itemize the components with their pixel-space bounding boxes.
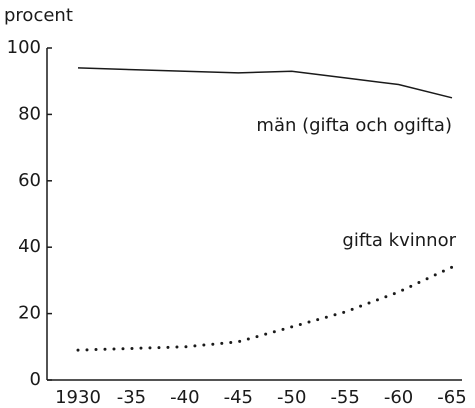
x-tick-label: -65	[437, 387, 466, 408]
y-tick-label: 60	[18, 170, 41, 191]
series-line	[76, 265, 454, 352]
series-label: gifta kvinnor	[342, 230, 456, 251]
x-tick-label: -35	[117, 387, 146, 408]
series-line	[77, 67, 453, 99]
y-tick-label: 20	[18, 303, 41, 324]
x-tick-label: -55	[330, 387, 359, 408]
series-label: män (gifta och ogifta)	[256, 115, 452, 136]
y-tick-label: 40	[18, 236, 41, 257]
y-tick-label: 100	[7, 37, 41, 58]
x-tick-label: -60	[384, 387, 413, 408]
x-tick-label: -50	[277, 387, 306, 408]
x-tick-label: -40	[170, 387, 199, 408]
y-axis-label: procent	[4, 5, 73, 26]
y-tick-label: 80	[18, 103, 41, 124]
x-tick-label: 1930	[55, 387, 101, 408]
y-tick-label: 0	[30, 369, 41, 390]
x-tick-label: -45	[224, 387, 253, 408]
